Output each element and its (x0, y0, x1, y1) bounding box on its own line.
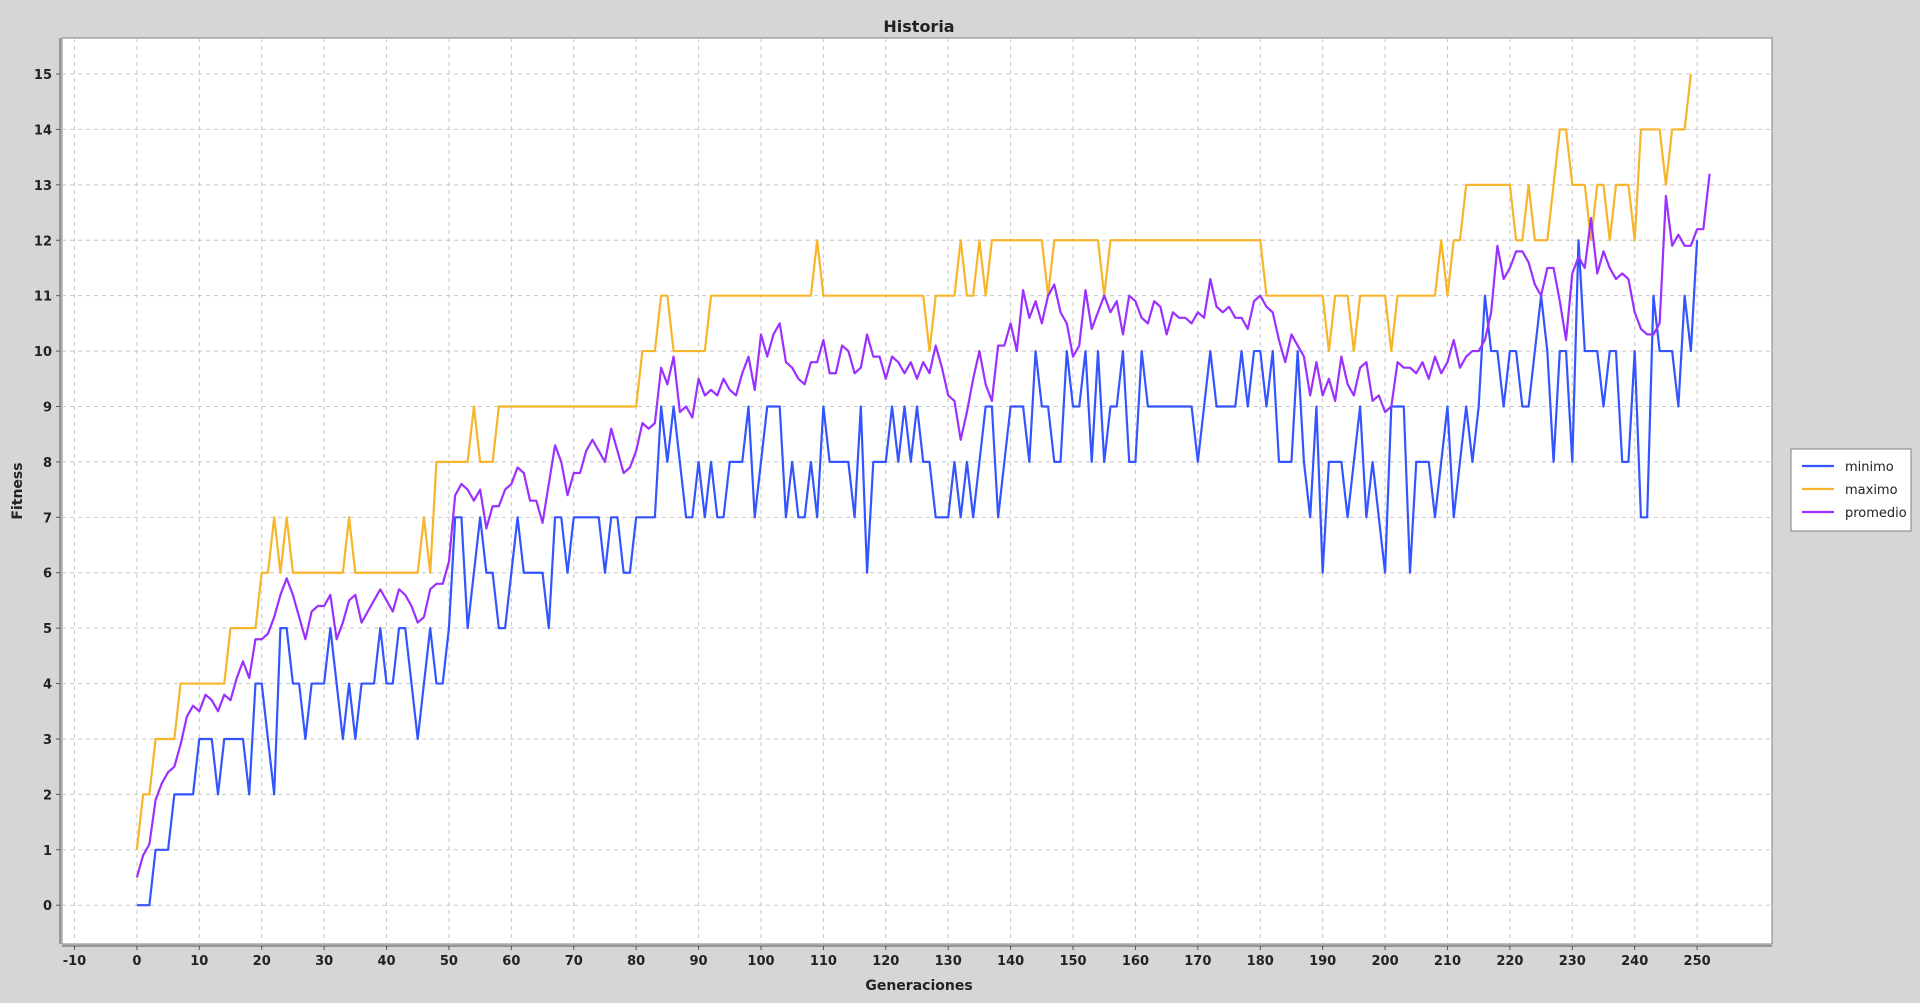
y-tick-label: 14 (34, 123, 52, 138)
legend: minimo maximo promedio (1790, 448, 1912, 532)
series-line-maximo (135, 73, 1692, 850)
y-tick-label: 13 (34, 179, 52, 194)
series-line-minimo (136, 239, 1699, 907)
x-tick-label: 140 (997, 954, 1024, 969)
y-tick-label: 7 (43, 511, 52, 526)
x-tick-label: 100 (747, 954, 774, 969)
y-tick-label: 9 (43, 400, 52, 415)
y-tick-label: 6 (43, 567, 52, 582)
x-tick-label: 50 (440, 954, 458, 969)
x-tick-label: 190 (1309, 954, 1336, 969)
legend-label-maximo: maximo (1845, 483, 1898, 498)
x-tick-label: 20 (253, 954, 271, 969)
x-tick-label: 170 (1184, 954, 1211, 969)
x-tick-label: 110 (810, 954, 837, 969)
x-axis-label: Generaciones (865, 978, 972, 994)
x-tick-label: 130 (935, 954, 962, 969)
y-tick-label: 8 (43, 456, 52, 471)
y-tick-label: 2 (43, 788, 52, 803)
x-tick-label: 240 (1621, 954, 1648, 969)
series-line-promedio (135, 173, 1711, 878)
series-layer (135, 73, 1711, 907)
x-tick-label: -10 (63, 954, 87, 969)
x-tick-label: 70 (565, 954, 583, 969)
y-tick-label: 11 (34, 290, 52, 305)
x-tick-label: 180 (1247, 954, 1274, 969)
x-tick-label: 60 (502, 954, 520, 969)
x-tick-label: 80 (627, 954, 645, 969)
x-tick-label: 160 (1122, 954, 1149, 969)
y-tick-label: 12 (34, 234, 52, 249)
legend-label-promedio: promedio (1845, 506, 1907, 521)
x-tick-label: 230 (1559, 954, 1586, 969)
x-tick-label: 150 (1059, 954, 1086, 969)
y-tick-label: 0 (43, 899, 52, 914)
plot-area (61, 37, 1773, 945)
axis-layer: -10 0 10 20 30 40 50 60 70 80 90 100 110 120 130 140 150… (34, 38, 1772, 969)
x-tick-label: 90 (690, 954, 708, 969)
x-tick-label: 0 (132, 954, 141, 969)
y-tick-label: 1 (43, 844, 52, 859)
y-tick-label: 3 (43, 733, 52, 748)
x-tick-label: 40 (377, 954, 395, 969)
x-tick-label: 200 (1371, 954, 1398, 969)
y-axis-label: Fitness (10, 462, 26, 519)
x-tick-label: 30 (315, 954, 333, 969)
y-tick-label: 15 (34, 68, 52, 83)
legend-label-minimo: minimo (1845, 460, 1894, 475)
x-tick-label: 120 (872, 954, 899, 969)
x-tick-label: 220 (1496, 954, 1523, 969)
x-tick-label: 10 (190, 954, 208, 969)
y-tick-label: 10 (34, 345, 52, 360)
y-tick-label: 5 (43, 622, 52, 637)
chart-title: Historia (883, 17, 954, 36)
y-tick-label: 4 (43, 678, 52, 693)
x-tick-label: 210 (1434, 954, 1461, 969)
x-tick-label: 250 (1684, 954, 1711, 969)
